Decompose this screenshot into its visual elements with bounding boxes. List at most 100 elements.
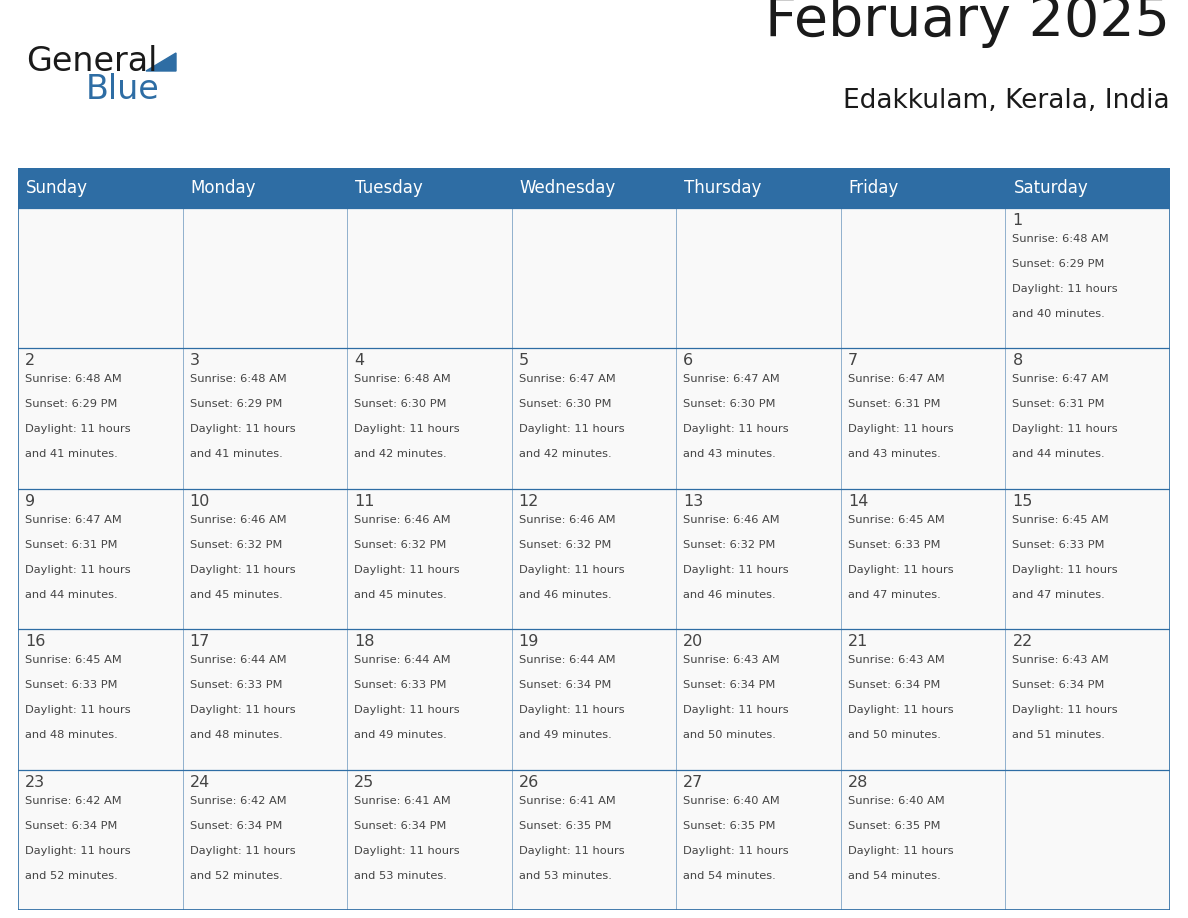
Bar: [347, 208, 512, 349]
Bar: [183, 769, 347, 910]
Bar: [1005, 488, 1170, 629]
Text: and 43 minutes.: and 43 minutes.: [848, 450, 941, 459]
Text: Daylight: 11 hours: Daylight: 11 hours: [519, 424, 625, 434]
Text: 18: 18: [354, 634, 374, 649]
Text: Sunset: 6:29 PM: Sunset: 6:29 PM: [25, 399, 118, 409]
Text: and 42 minutes.: and 42 minutes.: [354, 450, 447, 459]
Text: 19: 19: [519, 634, 539, 649]
Text: Sunset: 6:34 PM: Sunset: 6:34 PM: [683, 680, 776, 690]
Bar: [512, 629, 676, 769]
Text: General: General: [26, 45, 157, 78]
Text: Daylight: 11 hours: Daylight: 11 hours: [25, 845, 131, 856]
Text: Sunday: Sunday: [26, 179, 88, 197]
Text: 4: 4: [354, 353, 365, 368]
Bar: [183, 629, 347, 769]
Text: Daylight: 11 hours: Daylight: 11 hours: [190, 565, 295, 575]
Text: 5: 5: [519, 353, 529, 368]
Text: Sunrise: 6:46 AM: Sunrise: 6:46 AM: [354, 515, 450, 525]
Text: and 51 minutes.: and 51 minutes.: [1012, 730, 1105, 740]
Text: Daylight: 11 hours: Daylight: 11 hours: [683, 424, 789, 434]
Text: 9: 9: [25, 494, 36, 509]
Text: Sunset: 6:31 PM: Sunset: 6:31 PM: [848, 399, 941, 409]
Bar: [512, 488, 676, 629]
Text: 2: 2: [25, 353, 36, 368]
Bar: [676, 769, 841, 910]
Text: Sunrise: 6:45 AM: Sunrise: 6:45 AM: [848, 515, 944, 525]
Bar: [347, 349, 512, 488]
Bar: [1005, 168, 1170, 208]
Text: 17: 17: [190, 634, 210, 649]
Text: and 40 minutes.: and 40 minutes.: [1012, 309, 1105, 319]
Text: Sunrise: 6:47 AM: Sunrise: 6:47 AM: [683, 375, 781, 385]
Text: February 2025: February 2025: [765, 0, 1170, 48]
Text: 27: 27: [683, 775, 703, 789]
Text: 21: 21: [848, 634, 868, 649]
Text: and 46 minutes.: and 46 minutes.: [683, 589, 776, 599]
Text: Sunrise: 6:45 AM: Sunrise: 6:45 AM: [1012, 515, 1110, 525]
Text: Daylight: 11 hours: Daylight: 11 hours: [848, 705, 954, 715]
Text: Sunset: 6:32 PM: Sunset: 6:32 PM: [519, 540, 611, 550]
Text: and 48 minutes.: and 48 minutes.: [25, 730, 118, 740]
Text: Sunset: 6:29 PM: Sunset: 6:29 PM: [1012, 259, 1105, 269]
Text: Sunset: 6:33 PM: Sunset: 6:33 PM: [25, 680, 118, 690]
Text: Sunrise: 6:44 AM: Sunrise: 6:44 AM: [190, 655, 286, 666]
Text: Daylight: 11 hours: Daylight: 11 hours: [354, 705, 460, 715]
Text: Sunset: 6:34 PM: Sunset: 6:34 PM: [519, 680, 611, 690]
Text: Edakkulam, Kerala, India: Edakkulam, Kerala, India: [843, 88, 1170, 114]
Text: Blue: Blue: [86, 73, 159, 106]
Text: Daylight: 11 hours: Daylight: 11 hours: [1012, 284, 1118, 294]
Text: Sunrise: 6:44 AM: Sunrise: 6:44 AM: [519, 655, 615, 666]
Text: Daylight: 11 hours: Daylight: 11 hours: [354, 565, 460, 575]
Bar: [1005, 769, 1170, 910]
Text: 22: 22: [1012, 634, 1032, 649]
Text: 3: 3: [190, 353, 200, 368]
Text: 14: 14: [848, 494, 868, 509]
Text: Sunrise: 6:47 AM: Sunrise: 6:47 AM: [848, 375, 944, 385]
Text: Sunrise: 6:40 AM: Sunrise: 6:40 AM: [848, 796, 944, 806]
Text: 7: 7: [848, 353, 858, 368]
Text: Sunrise: 6:46 AM: Sunrise: 6:46 AM: [190, 515, 286, 525]
Text: Sunset: 6:35 PM: Sunset: 6:35 PM: [683, 821, 776, 831]
Bar: [347, 769, 512, 910]
Text: Daylight: 11 hours: Daylight: 11 hours: [1012, 565, 1118, 575]
Text: Daylight: 11 hours: Daylight: 11 hours: [190, 424, 295, 434]
Text: Sunrise: 6:47 AM: Sunrise: 6:47 AM: [1012, 375, 1110, 385]
Bar: [841, 168, 1005, 208]
Text: Sunrise: 6:47 AM: Sunrise: 6:47 AM: [25, 515, 121, 525]
Text: Sunrise: 6:42 AM: Sunrise: 6:42 AM: [190, 796, 286, 806]
Text: 28: 28: [848, 775, 868, 789]
Bar: [676, 629, 841, 769]
Text: Daylight: 11 hours: Daylight: 11 hours: [519, 845, 625, 856]
Text: Sunrise: 6:44 AM: Sunrise: 6:44 AM: [354, 655, 450, 666]
Text: and 50 minutes.: and 50 minutes.: [683, 730, 776, 740]
Text: and 43 minutes.: and 43 minutes.: [683, 450, 776, 459]
Text: Sunrise: 6:42 AM: Sunrise: 6:42 AM: [25, 796, 121, 806]
Bar: [347, 629, 512, 769]
Text: and 42 minutes.: and 42 minutes.: [519, 450, 612, 459]
Text: Wednesday: Wednesday: [519, 179, 615, 197]
Text: Sunset: 6:32 PM: Sunset: 6:32 PM: [683, 540, 776, 550]
Text: Sunrise: 6:40 AM: Sunrise: 6:40 AM: [683, 796, 781, 806]
Text: Sunset: 6:33 PM: Sunset: 6:33 PM: [848, 540, 941, 550]
Text: Daylight: 11 hours: Daylight: 11 hours: [848, 565, 954, 575]
Text: Sunset: 6:34 PM: Sunset: 6:34 PM: [1012, 680, 1105, 690]
Text: Sunrise: 6:46 AM: Sunrise: 6:46 AM: [519, 515, 615, 525]
Bar: [512, 208, 676, 349]
Text: and 45 minutes.: and 45 minutes.: [190, 589, 283, 599]
Text: 20: 20: [683, 634, 703, 649]
Text: and 47 minutes.: and 47 minutes.: [1012, 589, 1105, 599]
Text: 25: 25: [354, 775, 374, 789]
Bar: [1005, 349, 1170, 488]
Text: and 52 minutes.: and 52 minutes.: [190, 870, 283, 880]
Text: Sunset: 6:31 PM: Sunset: 6:31 PM: [25, 540, 118, 550]
Text: Daylight: 11 hours: Daylight: 11 hours: [25, 705, 131, 715]
Text: and 47 minutes.: and 47 minutes.: [848, 589, 941, 599]
Text: Sunset: 6:33 PM: Sunset: 6:33 PM: [190, 680, 282, 690]
Text: Sunrise: 6:43 AM: Sunrise: 6:43 AM: [1012, 655, 1110, 666]
Text: Sunrise: 6:43 AM: Sunrise: 6:43 AM: [683, 655, 781, 666]
Text: Sunset: 6:33 PM: Sunset: 6:33 PM: [354, 680, 447, 690]
Bar: [676, 349, 841, 488]
Text: Friday: Friday: [849, 179, 899, 197]
Text: Daylight: 11 hours: Daylight: 11 hours: [519, 705, 625, 715]
Text: 23: 23: [25, 775, 45, 789]
